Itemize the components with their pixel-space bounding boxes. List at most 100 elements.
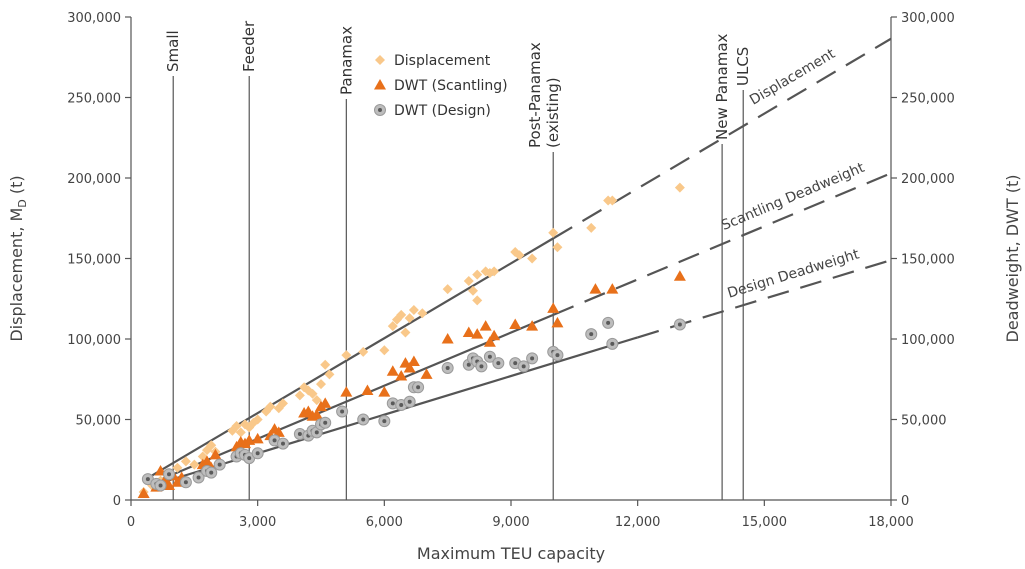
y-tick-label-right: 150,000	[901, 253, 955, 268]
data-point-dwt-design	[336, 405, 349, 418]
x-tick-label: 6,000	[366, 515, 403, 530]
data-point-displacement	[514, 250, 525, 261]
data-point-displacement	[172, 462, 183, 473]
y-tick-label-left: 100,000	[67, 333, 121, 348]
trend-label-scantling-deadweight: Scantling Deadweight	[719, 160, 867, 234]
data-point-dwt-design	[403, 395, 416, 408]
x-tick-label: 15,000	[742, 515, 788, 530]
data-point-displacement	[324, 369, 335, 380]
data-point-dwt-scantling	[551, 316, 564, 328]
y-tick-label-right: 200,000	[901, 172, 955, 187]
data-point-dwt-design	[243, 452, 256, 465]
data-point-displacement	[489, 266, 500, 277]
data-point-dwt-design	[673, 318, 686, 331]
data-point-dwt-design	[319, 416, 332, 429]
data-point-displacement	[316, 379, 326, 390]
data-point-dwt-design	[378, 415, 391, 428]
data-point-dwt-scantling	[201, 455, 213, 466]
data-point-dwt-scantling	[462, 326, 475, 338]
data-point-displacement	[265, 401, 276, 412]
data-point-dwt-design	[602, 316, 615, 329]
x-tick-label: 0	[127, 515, 135, 530]
data-point-displacement	[235, 427, 246, 438]
legend-label-dwt-scantling: DWT (Scantling)	[394, 78, 508, 94]
legend-marker-dwt-design	[374, 104, 386, 116]
data-point-dwt-scantling	[137, 487, 150, 499]
data-point-displacement	[552, 242, 563, 253]
data-point-dwt-scantling	[319, 397, 332, 408]
data-point-dwt-design	[205, 466, 218, 479]
legend: Displacement DWT (Scantling) DWT (Design)	[374, 53, 508, 119]
category-lines-layer	[172, 76, 744, 500]
data-point-dwt-scantling	[243, 434, 256, 445]
data-point-dwt-scantling	[547, 302, 560, 313]
legend-label-dwt-design: DWT (Design)	[394, 103, 491, 119]
category-label-new-panamax: New Panamax	[713, 33, 731, 140]
legend-label-displacement: Displacement	[394, 53, 491, 69]
data-point-dwt-design	[412, 381, 425, 394]
data-point-dwt-design	[154, 479, 167, 492]
data-point-dwt-scantling	[386, 365, 399, 376]
category-label-ulcs: ULCS	[734, 47, 752, 86]
data-point-displacement	[527, 253, 538, 264]
data-point-dwt-scantling	[395, 370, 408, 381]
data-point-displacement	[472, 295, 483, 306]
data-point-displacement	[320, 359, 331, 370]
data-point-displacement	[607, 195, 618, 206]
data-point-dwt-design	[492, 357, 505, 370]
data-point-displacement	[180, 456, 191, 467]
data-point-dwt-scantling	[340, 386, 353, 397]
data-point-displacement	[379, 345, 390, 356]
trend-label-design-deadweight: Design Deadweight	[726, 246, 862, 301]
y-axis-right-title: Deadweight, DWT (t)	[1003, 175, 1022, 343]
category-label-panamax: Panamax	[337, 26, 355, 95]
data-point-dwt-scantling	[441, 333, 454, 344]
y-tick-label-left: 300,000	[67, 11, 121, 26]
data-point-displacement	[548, 227, 559, 238]
data-point-displacement	[206, 440, 217, 451]
data-point-dwt-design	[606, 337, 619, 350]
data-point-displacement	[387, 321, 398, 332]
data-point-dwt-design	[483, 350, 496, 363]
data-point-dwt-design	[585, 328, 598, 341]
data-point-dwt-scantling	[606, 283, 619, 294]
x-tick-label: 3,000	[239, 515, 276, 530]
data-point-dwt-design	[163, 468, 175, 481]
data-point-displacement	[417, 308, 428, 319]
data-point-dwt-design	[526, 352, 539, 365]
data-point-dwt-design	[251, 447, 264, 460]
category-label-post-panamax: Post-Panamax(existing)	[526, 42, 562, 148]
data-point-displacement	[404, 313, 415, 324]
data-point-displacement	[278, 398, 288, 409]
y-tick-label-right: 0	[901, 494, 909, 509]
category-label-feeder: Feeder	[240, 20, 258, 72]
legend-marker-displacement	[375, 55, 385, 65]
data-point-displacement	[307, 388, 318, 399]
x-tick-label: 18,000	[868, 515, 914, 530]
data-point-displacement	[294, 390, 305, 401]
data-point-dwt-scantling	[209, 448, 222, 460]
data-point-displacement	[396, 309, 407, 320]
data-point-dwt-scantling	[526, 320, 539, 331]
y-tick-label-right: 250,000	[901, 92, 955, 107]
data-point-displacement	[468, 285, 478, 296]
data-point-dwt-scantling	[272, 426, 285, 437]
data-point-dwt-scantling	[378, 386, 391, 397]
data-point-dwt-scantling	[483, 336, 496, 347]
data-point-dwt-design	[277, 437, 289, 450]
y-tick-label-left: 150,000	[67, 253, 121, 268]
data-point-displacement	[341, 350, 352, 361]
data-point-displacement	[189, 459, 200, 470]
y-tick-label-left: 200,000	[67, 172, 121, 187]
x-tick-label: 9,000	[492, 515, 529, 530]
data-point-dwt-design	[551, 349, 564, 362]
y-tick-label-right: 100,000	[901, 333, 955, 348]
data-point-displacement	[252, 414, 263, 425]
data-point-dwt-design	[192, 471, 205, 484]
data-point-dwt-design	[213, 458, 226, 471]
data-point-dwt-scantling	[310, 408, 323, 420]
y-tick-label-right: 50,000	[901, 414, 947, 429]
data-point-displacement	[311, 395, 322, 406]
y-tick-label-right: 300,000	[901, 11, 955, 26]
data-point-dwt-scantling	[420, 368, 433, 379]
